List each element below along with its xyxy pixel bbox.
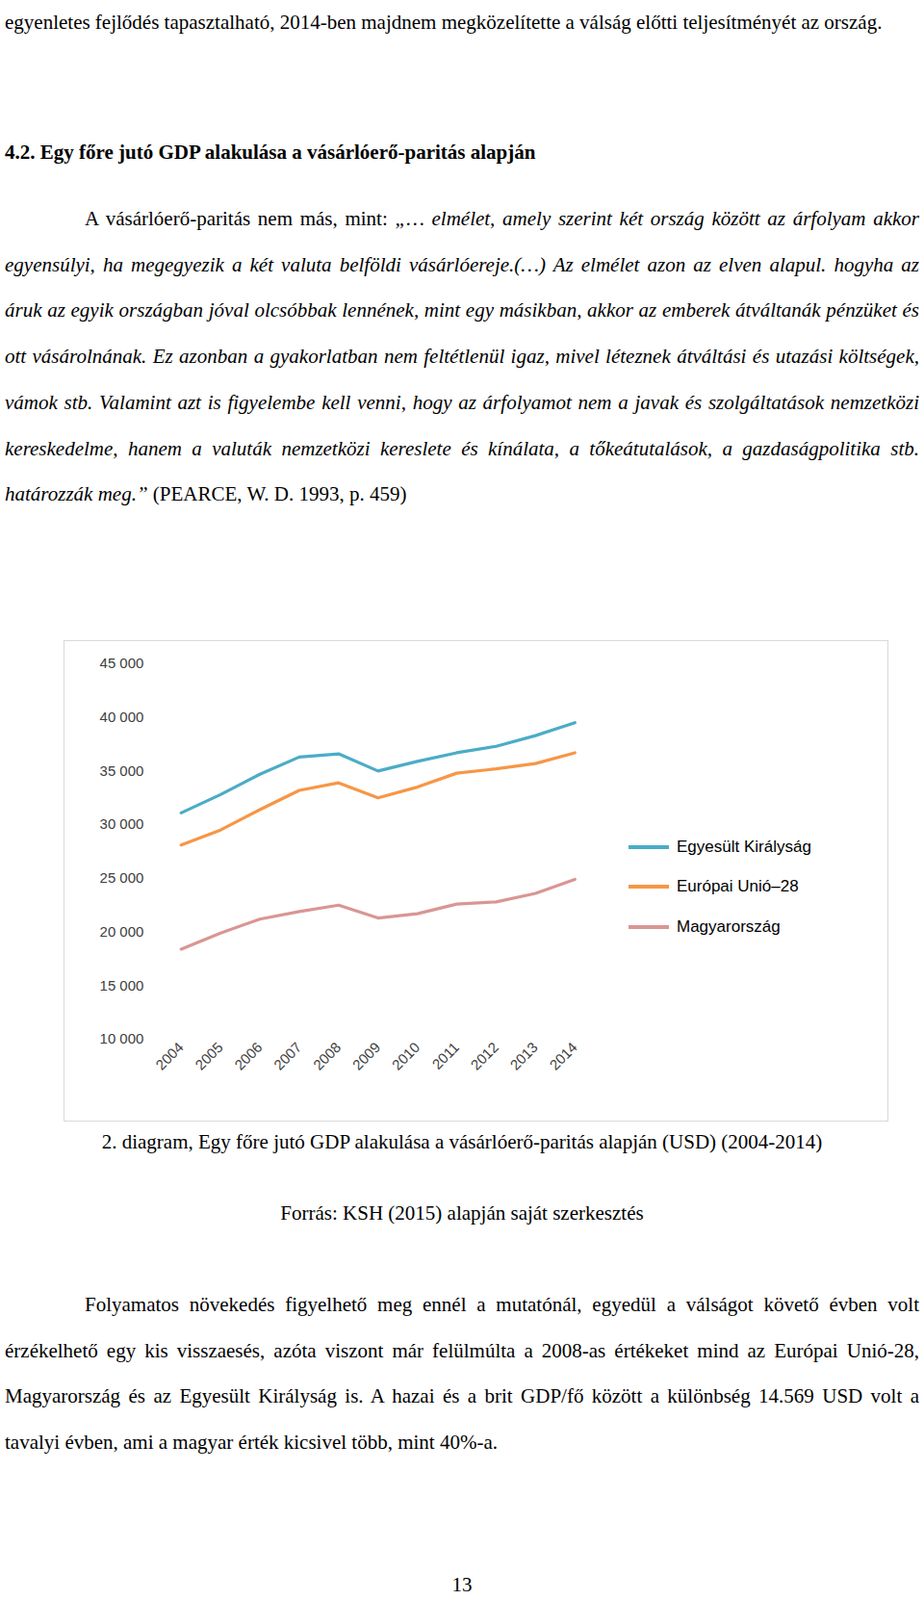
svg-text:25 000: 25 000 [100,869,145,886]
html-text:Forrás: KSH (2015) alapján saj: Forrás: KSH (2015) alapján saját szerkes… [280,1201,644,1225]
html-text:13: 13 [451,1572,473,1596]
html-text:Egyesült Királyság: Egyesült Királyság [676,837,812,856]
svg-text:2012: 2012 [466,1038,502,1074]
svg-text:35 000: 35 000 [100,762,145,779]
svg-text:45 000: 45 000 [100,654,145,671]
svg-text:2013: 2013 [506,1038,541,1074]
svg-text:20 000: 20 000 [100,923,145,940]
svg-text:2004: 2004 [152,1038,187,1074]
html-text:A vásárlóerő-paritás nem más,: A vásárlóerő-paritás nem más, mint: „… e… [4,206,920,506]
svg-text:2006: 2006 [231,1038,266,1074]
svg-text:40 000: 40 000 [100,708,145,725]
svg-text:15 000: 15 000 [100,976,145,994]
html-text:4.2. Egy főre jutó GDP alakulá: 4.2. Egy főre jutó GDP alakulása a vásár… [4,140,536,164]
html-text:Európai Unió–28: Európai Unió–28 [676,877,799,896]
svg-text:10 000: 10 000 [100,1029,145,1047]
svg-text:2011: 2011 [428,1038,462,1073]
svg-text:2009: 2009 [349,1038,385,1074]
svg-text:30 000: 30 000 [100,815,145,832]
svg-text:2010: 2010 [388,1038,424,1074]
svg-text:2005: 2005 [191,1038,227,1074]
html-text:Magyarország: Magyarország [676,917,781,936]
html-text:Folyamatos növekedés figyelhet: Folyamatos növekedés figyelhető meg enné… [4,1292,920,1454]
svg-text:2008: 2008 [309,1038,345,1074]
html-text:2. diagram, Egy főre jutó GDP: 2. diagram, Egy főre jutó GDP alakulása … [101,1129,823,1154]
svg-text:2007: 2007 [270,1038,306,1074]
html-text:egyenletes fejlődés tapasztalh: egyenletes fejlődés tapasztalható, 2014-… [4,10,883,34]
svg-text:2014: 2014 [545,1038,581,1074]
